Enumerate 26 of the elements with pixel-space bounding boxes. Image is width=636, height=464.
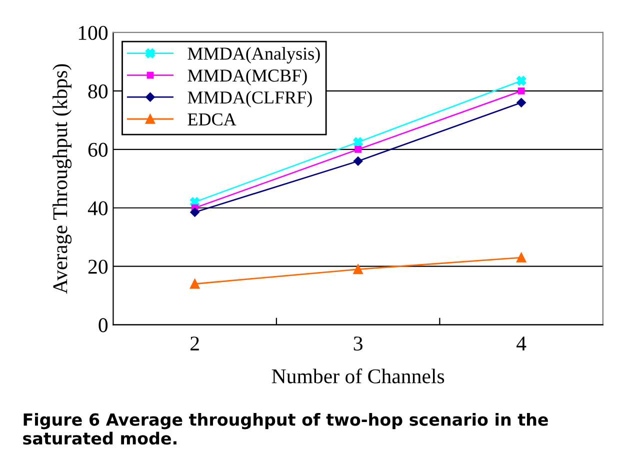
y-tick-label: 60 <box>88 142 108 157</box>
x-tick-label: 2 <box>190 336 199 350</box>
y-tick-label: 100 <box>78 26 108 40</box>
legend-label: MMDA(CLFRF) <box>188 90 312 108</box>
point <box>353 264 363 274</box>
y-tick-label: 80 <box>88 84 108 98</box>
y-tick-label: 20 <box>88 260 108 274</box>
legend-label: MMDA(MCBF) <box>188 68 307 86</box>
legend-label: MMDA(Analysis) <box>188 47 320 64</box>
caption: Figure 6 Average throughput of two-hop scenario in the saturated mode. <box>23 412 548 445</box>
point <box>190 279 200 289</box>
x-axis-title: Number of Channels <box>272 368 444 384</box>
point <box>516 76 526 86</box>
y-tick-label: 40 <box>88 201 108 216</box>
point <box>354 146 362 153</box>
point <box>516 98 526 108</box>
point <box>518 87 525 94</box>
x-tick-label: 4 <box>516 336 526 350</box>
point <box>190 208 200 217</box>
y-tick-label: 0 <box>98 318 108 332</box>
legend-label: EDCA <box>188 113 236 126</box>
point <box>353 156 363 166</box>
y-axis-title: Average Throughput (kbps) <box>52 64 72 294</box>
point <box>516 252 526 262</box>
point <box>353 137 363 147</box>
x-tick-label: 3 <box>354 336 362 351</box>
